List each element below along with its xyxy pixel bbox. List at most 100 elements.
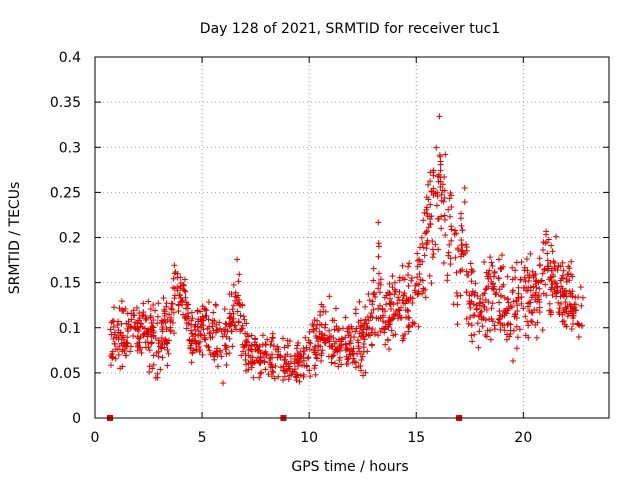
data-point [138, 320, 145, 327]
data-point [114, 322, 121, 329]
data-point [513, 323, 520, 330]
data-point [251, 341, 258, 348]
data-point [254, 344, 261, 351]
data-point [256, 348, 263, 355]
data-point [474, 320, 481, 327]
data-point [447, 190, 454, 197]
data-point [234, 256, 241, 263]
data-point [424, 213, 431, 220]
data-point [206, 347, 213, 354]
data-point [245, 366, 252, 373]
data-point [377, 289, 384, 296]
data-point [453, 230, 460, 237]
data-point [510, 357, 517, 364]
data-point [522, 278, 529, 285]
data-point [469, 268, 476, 275]
data-point [205, 343, 212, 350]
data-point [553, 290, 560, 297]
data-point [562, 287, 569, 294]
data-point [123, 352, 130, 359]
data-point [575, 333, 582, 340]
data-point [199, 303, 206, 310]
data-point [176, 292, 183, 299]
data-point [573, 307, 580, 314]
data-point [491, 322, 498, 329]
data-point [318, 331, 325, 338]
data-point [280, 367, 287, 374]
data-point [525, 322, 532, 329]
data-point [448, 237, 455, 244]
data-point [274, 354, 281, 361]
data-point [521, 284, 528, 291]
data-point [555, 262, 562, 269]
data-point [242, 350, 249, 357]
data-point [425, 224, 432, 231]
data-point [243, 338, 250, 345]
data-point [536, 285, 543, 292]
data-point [555, 299, 562, 306]
data-point [390, 311, 397, 318]
data-point [212, 329, 219, 336]
data-point [560, 292, 567, 299]
data-point [239, 302, 246, 309]
data-point [174, 283, 181, 290]
data-point [128, 310, 135, 317]
data-point [362, 303, 369, 310]
data-point [230, 315, 237, 322]
data-point [191, 347, 198, 354]
data-point [342, 334, 349, 341]
data-point [168, 316, 175, 323]
data-point [568, 302, 575, 309]
data-point [116, 305, 123, 312]
x-tick-label: 5 [198, 430, 207, 446]
data-point [368, 310, 375, 317]
data-point [400, 293, 407, 300]
data-point [416, 271, 423, 278]
data-point [149, 365, 156, 372]
data-point [331, 360, 338, 367]
data-point [365, 317, 372, 324]
data-point [434, 215, 441, 222]
data-point [423, 229, 430, 236]
y-tick-labels: 0 0.05 0.1 0.15 0.2 0.25 0.3 0.35 0.4 [50, 50, 81, 427]
data-point [228, 328, 235, 335]
data-point [261, 359, 268, 366]
data-point [471, 312, 478, 319]
data-point [135, 335, 142, 342]
data-point [405, 263, 412, 270]
data-point [578, 322, 585, 329]
data-point [548, 284, 555, 291]
data-point [542, 281, 549, 288]
data-point [243, 361, 250, 368]
data-point [163, 337, 170, 344]
data-point [334, 346, 341, 353]
data-point [535, 294, 542, 301]
data-point [487, 336, 494, 343]
data-point [368, 329, 375, 336]
data-point [512, 274, 519, 281]
data-point [409, 321, 416, 328]
data-point [128, 324, 135, 331]
data-point [547, 274, 554, 281]
data-point [318, 357, 325, 364]
data-point [507, 327, 514, 334]
data-point [504, 321, 511, 328]
data-point [134, 340, 141, 347]
data-point [214, 363, 221, 370]
data-point [154, 320, 161, 327]
data-point [558, 283, 565, 290]
data-point [408, 274, 415, 281]
data-point [423, 206, 430, 213]
data-point [468, 278, 475, 285]
data-point [415, 323, 422, 330]
data-point [375, 332, 382, 339]
data-point [430, 192, 437, 199]
data-point [565, 263, 572, 270]
data-point [223, 362, 230, 369]
data-point [448, 226, 455, 233]
data-point [188, 321, 195, 328]
data-point [357, 325, 364, 332]
data-point [435, 246, 442, 253]
data-point [569, 288, 576, 295]
